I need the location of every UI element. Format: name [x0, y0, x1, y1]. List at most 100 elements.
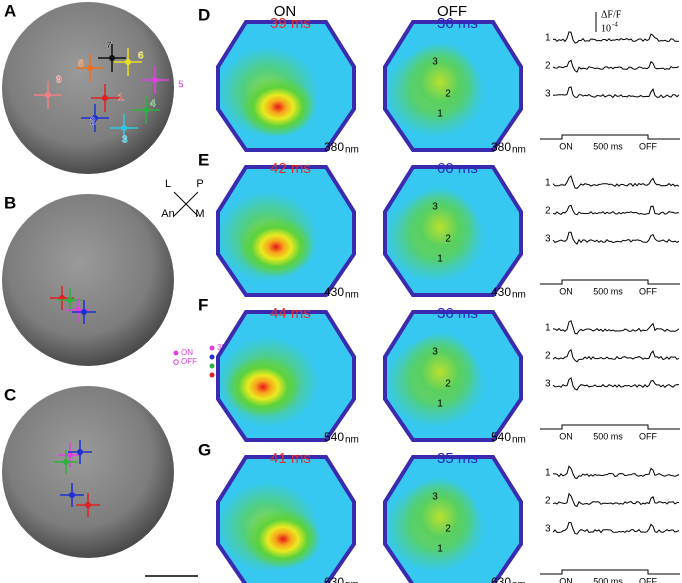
- stimulus-label: ON: [559, 431, 573, 441]
- legend-dot: [209, 363, 215, 369]
- region-label: 2: [445, 89, 451, 100]
- latency: 35 ms: [437, 450, 478, 467]
- brain-image: [2, 194, 174, 366]
- site-label: 8: [78, 59, 84, 70]
- trace-label: 3: [545, 524, 551, 535]
- trace-label: 2: [545, 206, 551, 217]
- latency: 36 ms: [437, 305, 478, 322]
- dot: [85, 502, 91, 508]
- site-dot: [143, 107, 149, 113]
- legend-on: [173, 350, 179, 356]
- off-spot: [402, 332, 478, 412]
- trace-label: 1: [545, 33, 551, 44]
- compass-label: P: [196, 178, 203, 190]
- latency: 42 ms: [270, 160, 311, 177]
- trace: [552, 86, 680, 99]
- trace-label: 3: [545, 89, 551, 100]
- stimulus-label: 500 ms: [593, 141, 623, 151]
- scale-exponent: -4: [612, 21, 618, 29]
- latency: 39 ms: [270, 15, 311, 32]
- trace-label: 1: [545, 468, 551, 479]
- site-label: 7: [106, 41, 112, 52]
- brain-image: [2, 386, 174, 558]
- stimulus: [540, 569, 680, 575]
- wavelength: 540: [491, 430, 511, 444]
- stimulus-label: OFF: [639, 286, 657, 296]
- legend-on-label: ON: [181, 348, 193, 357]
- panel-label: C: [4, 385, 16, 404]
- trace: [552, 31, 680, 44]
- compass-axis: [173, 191, 199, 217]
- legend-dot: [209, 354, 215, 360]
- legend-dot: [209, 345, 215, 351]
- stimulus-label: 500 ms: [593, 431, 623, 441]
- stimulus-label: ON: [559, 141, 573, 151]
- off-spot: [402, 477, 478, 557]
- wavelength-unit: nm: [512, 145, 526, 156]
- wavelength-unit: nm: [512, 580, 526, 583]
- wavelength-unit: nm: [345, 580, 359, 583]
- column-header: ON: [274, 3, 297, 20]
- stimulus-label: ON: [559, 576, 573, 583]
- trace-label: 3: [545, 379, 551, 390]
- site-label: 2: [90, 117, 96, 128]
- trace: [552, 231, 680, 245]
- stimulus-label: OFF: [639, 576, 657, 583]
- off-spot: [402, 42, 478, 122]
- site-dot: [45, 92, 51, 98]
- panel-label: A: [4, 1, 16, 20]
- site-label: 4: [150, 99, 156, 110]
- latency: 44 ms: [270, 305, 311, 322]
- stimulus-label: OFF: [639, 141, 657, 151]
- column-header: OFF: [437, 3, 467, 20]
- region-label: 2: [445, 234, 451, 245]
- dot: [77, 449, 83, 455]
- compass-label: An: [161, 208, 174, 220]
- region-label: 1: [437, 109, 443, 120]
- trace-label: 2: [545, 351, 551, 362]
- legend-dot: [209, 372, 215, 378]
- brain-image: [2, 2, 174, 174]
- hot-spot: [240, 77, 316, 137]
- trace: [552, 377, 680, 391]
- site-label: 3: [122, 135, 128, 146]
- site-dot: [92, 115, 98, 121]
- latency: 41 ms: [270, 450, 311, 467]
- stimulus-label: OFF: [639, 431, 657, 441]
- trace-label: 1: [545, 178, 551, 189]
- panel-label: D: [198, 5, 210, 24]
- trace: [552, 320, 680, 335]
- stimulus: [540, 424, 680, 430]
- site-dot: [121, 125, 127, 131]
- region-label: 1: [437, 254, 443, 265]
- dot: [81, 309, 87, 315]
- site-dot: [109, 55, 115, 61]
- dot: [67, 297, 73, 303]
- scale-label: ΔF/F: [601, 9, 622, 20]
- region-label: 1: [437, 399, 443, 410]
- hot-spot: [238, 217, 314, 277]
- compass-label: M: [195, 208, 204, 220]
- site-label: 6: [138, 51, 144, 62]
- region-label: 3: [432, 202, 438, 213]
- scale-base: 10: [601, 23, 611, 34]
- stimulus-label: 500 ms: [593, 286, 623, 296]
- latency: 60 ms: [437, 160, 478, 177]
- region-label: 2: [445, 379, 451, 390]
- panel-label: B: [4, 193, 16, 212]
- stimulus-label: ON: [559, 286, 573, 296]
- wavelength: 380: [491, 140, 511, 154]
- wavelength: 630: [324, 575, 344, 583]
- trace: [552, 465, 680, 479]
- panel-label: G: [198, 440, 211, 459]
- wavelength: 430: [491, 285, 511, 299]
- trace-label: 2: [545, 496, 551, 507]
- trace: [552, 204, 680, 216]
- wavelength-unit: nm: [345, 435, 359, 446]
- region-label: 3: [432, 492, 438, 503]
- trace: [552, 59, 680, 73]
- legend-off: [173, 359, 179, 365]
- trace-label: 3: [545, 234, 551, 245]
- stimulus: [540, 279, 680, 285]
